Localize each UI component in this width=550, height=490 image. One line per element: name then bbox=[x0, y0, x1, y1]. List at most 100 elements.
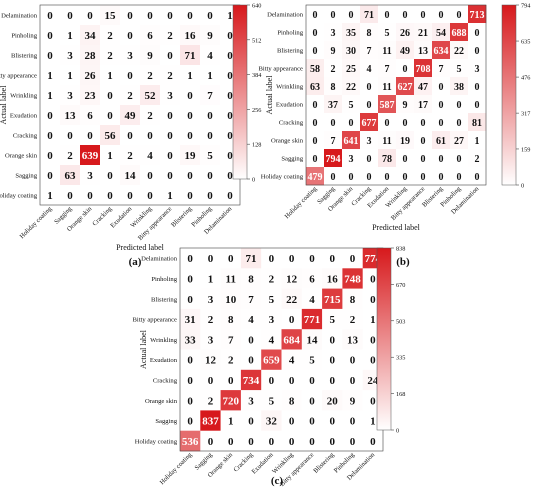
cell-value-label: 641 bbox=[344, 136, 359, 147]
y-tick-label: Holiday coating bbox=[135, 438, 178, 445]
heatmap-cell bbox=[324, 113, 343, 132]
heatmap-cell bbox=[324, 23, 343, 42]
x-tick-label: Holiday coating bbox=[159, 451, 194, 486]
cell-value-label: 0 bbox=[207, 190, 213, 202]
heatmap-cell bbox=[200, 145, 221, 166]
y-tick-label: Wrinkling bbox=[150, 337, 178, 344]
heatmap-cell bbox=[468, 95, 487, 114]
cell-value-label: 0 bbox=[370, 395, 376, 407]
y-tick-label: Exudation bbox=[150, 357, 178, 364]
cell-value-label: 3 bbox=[87, 170, 93, 182]
cell-value-label: 8 bbox=[289, 395, 295, 407]
heatmap-cell bbox=[60, 25, 81, 46]
cell-value-label: 684 bbox=[283, 334, 300, 346]
heatmap-cell bbox=[120, 165, 141, 186]
heatmap-cell bbox=[306, 167, 325, 186]
y-tick-label: Blistering bbox=[277, 48, 304, 55]
heatmap-cell bbox=[414, 23, 433, 42]
cell-value-label: 3 bbox=[208, 294, 214, 306]
heatmap-cell bbox=[468, 167, 487, 186]
cell-value-label: 0 bbox=[248, 334, 254, 346]
heatmap-cell bbox=[301, 268, 323, 289]
heatmap-cell bbox=[60, 105, 81, 126]
cell-value-label: 677 bbox=[362, 118, 377, 129]
heatmap-cell bbox=[220, 268, 242, 289]
heatmap-cell bbox=[140, 145, 161, 166]
cell-value-label: 5 bbox=[385, 28, 390, 39]
cell-value-label: 0 bbox=[47, 130, 53, 142]
heatmap-cell bbox=[140, 45, 161, 66]
heatmap-cell bbox=[306, 5, 325, 24]
heatmap-cell bbox=[100, 105, 121, 126]
heatmap-cell bbox=[306, 113, 325, 132]
cell-value-label: 0 bbox=[309, 416, 315, 428]
cell-value-label: 26 bbox=[85, 70, 97, 82]
heatmap-cell bbox=[80, 65, 101, 86]
cell-value-label: 0 bbox=[187, 294, 193, 306]
heatmap-cell bbox=[342, 113, 361, 132]
colorbar-tick-label: 794 bbox=[521, 3, 531, 10]
heatmap-cell bbox=[140, 65, 161, 86]
cell-value-label: 0 bbox=[367, 82, 372, 93]
y-tick-label: Delamination bbox=[1, 13, 38, 20]
heatmap-cell bbox=[414, 167, 433, 186]
heatmap-cell bbox=[180, 288, 201, 310]
y-tick-label: Bitty appearance bbox=[0, 73, 37, 80]
heatmap-cell bbox=[378, 113, 397, 132]
cell-value-label: 1 bbox=[47, 190, 53, 202]
heatmap-cell bbox=[120, 25, 141, 46]
cell-value-label: 1 bbox=[47, 90, 53, 102]
cell-value-label: 14 bbox=[125, 170, 137, 182]
cell-value-label: 0 bbox=[67, 10, 73, 22]
heatmap-cell bbox=[40, 85, 61, 106]
cell-value-label: 16 bbox=[185, 30, 197, 42]
heatmap-cell bbox=[306, 131, 325, 150]
cell-value-label: 25 bbox=[346, 64, 356, 75]
cell-value-label: 0 bbox=[227, 70, 233, 82]
cell-value-label: 0 bbox=[313, 136, 318, 147]
cell-value-label: 0 bbox=[370, 436, 376, 448]
cell-value-label: 7 bbox=[331, 136, 336, 147]
heatmap-cell bbox=[80, 125, 101, 146]
heatmap-cell bbox=[40, 5, 61, 26]
cell-value-label: 0 bbox=[475, 28, 480, 39]
cell-value-label: 0 bbox=[370, 294, 376, 306]
cell-value-label: 734 bbox=[243, 375, 260, 387]
cell-value-label: 0 bbox=[147, 190, 153, 202]
heatmap-cell bbox=[220, 288, 242, 310]
cell-value-label: 0 bbox=[457, 172, 462, 183]
cell-value-label: 5 bbox=[349, 100, 354, 111]
heatmap-cell bbox=[360, 77, 379, 96]
heatmap-cell bbox=[240, 410, 262, 431]
heatmap-cell bbox=[60, 165, 81, 186]
cell-value-label: 0 bbox=[187, 416, 193, 428]
colorbar bbox=[501, 4, 517, 186]
heatmap-cell bbox=[322, 410, 343, 431]
heatmap-cell bbox=[240, 268, 262, 289]
heatmap-cell bbox=[322, 248, 343, 269]
y-tick-label: Pinholing bbox=[11, 33, 37, 40]
cell-value-label: 0 bbox=[370, 334, 376, 346]
heatmap-cell bbox=[180, 105, 201, 126]
cell-value-label: 54 bbox=[436, 28, 446, 39]
cell-value-label: 2 bbox=[350, 314, 356, 326]
cell-value-label: 2 bbox=[208, 314, 214, 326]
cell-value-label: 0 bbox=[187, 10, 193, 22]
cell-value-label: 2 bbox=[107, 50, 113, 62]
heatmap-cell bbox=[261, 329, 282, 350]
cell-value-label: 0 bbox=[127, 10, 133, 22]
cell-value-label: 56 bbox=[105, 130, 117, 142]
heatmap-cell bbox=[301, 349, 323, 371]
cell-value-label: 0 bbox=[47, 110, 53, 122]
cell-value-label: 720 bbox=[223, 395, 240, 407]
heatmap-cell bbox=[240, 390, 262, 411]
heatmap-cell bbox=[468, 77, 487, 96]
cell-value-label: 0 bbox=[289, 436, 295, 448]
cell-value-label: 8 bbox=[228, 314, 234, 326]
cell-value-label: 0 bbox=[187, 130, 193, 142]
heatmap-cell bbox=[378, 167, 397, 186]
heatmap-cell bbox=[180, 165, 201, 186]
cell-value-label: 3 bbox=[475, 64, 480, 75]
